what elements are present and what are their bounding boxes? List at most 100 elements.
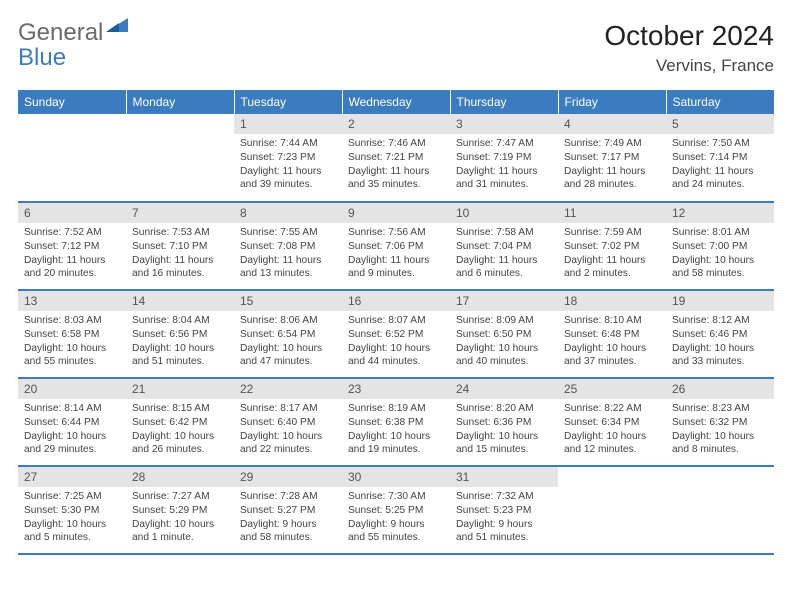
day-number: 25 [558, 379, 666, 399]
day-number: 30 [342, 467, 450, 487]
calendar-day-cell: 22Sunrise: 8:17 AMSunset: 6:40 PMDayligh… [234, 378, 342, 466]
day-info: Sunrise: 8:22 AMSunset: 6:34 PMDaylight:… [558, 399, 666, 461]
calendar-day-cell: 2Sunrise: 7:46 AMSunset: 7:21 PMDaylight… [342, 114, 450, 202]
day-number: 3 [450, 114, 558, 134]
weekday-header: Sunday [18, 90, 126, 114]
day-info: Sunrise: 7:55 AMSunset: 7:08 PMDaylight:… [234, 223, 342, 285]
day-number: 8 [234, 203, 342, 223]
calendar-day-cell: 4Sunrise: 7:49 AMSunset: 7:17 PMDaylight… [558, 114, 666, 202]
day-number: 7 [126, 203, 234, 223]
calendar-day-cell: 21Sunrise: 8:15 AMSunset: 6:42 PMDayligh… [126, 378, 234, 466]
weekday-header-row: SundayMondayTuesdayWednesdayThursdayFrid… [18, 90, 774, 114]
day-info: Sunrise: 8:12 AMSunset: 6:46 PMDaylight:… [666, 311, 774, 373]
calendar-day-cell: 8Sunrise: 7:55 AMSunset: 7:08 PMDaylight… [234, 202, 342, 290]
calendar-day-cell: 13Sunrise: 8:03 AMSunset: 6:58 PMDayligh… [18, 290, 126, 378]
day-number: 19 [666, 291, 774, 311]
calendar-empty-cell [18, 114, 126, 202]
day-info: Sunrise: 8:15 AMSunset: 6:42 PMDaylight:… [126, 399, 234, 461]
day-info: Sunrise: 7:49 AMSunset: 7:17 PMDaylight:… [558, 134, 666, 196]
logo-text-blue: Blue [18, 44, 66, 71]
calendar-week-row: 13Sunrise: 8:03 AMSunset: 6:58 PMDayligh… [18, 290, 774, 378]
calendar-day-cell: 3Sunrise: 7:47 AMSunset: 7:19 PMDaylight… [450, 114, 558, 202]
day-info: Sunrise: 7:32 AMSunset: 5:23 PMDaylight:… [450, 487, 558, 549]
day-info: Sunrise: 7:46 AMSunset: 7:21 PMDaylight:… [342, 134, 450, 196]
day-info: Sunrise: 7:25 AMSunset: 5:30 PMDaylight:… [18, 487, 126, 549]
calendar-day-cell: 28Sunrise: 7:27 AMSunset: 5:29 PMDayligh… [126, 466, 234, 554]
day-number: 5 [666, 114, 774, 134]
day-number: 21 [126, 379, 234, 399]
day-number: 15 [234, 291, 342, 311]
calendar-day-cell: 1Sunrise: 7:44 AMSunset: 7:23 PMDaylight… [234, 114, 342, 202]
calendar-week-row: 20Sunrise: 8:14 AMSunset: 6:44 PMDayligh… [18, 378, 774, 466]
calendar-day-cell: 9Sunrise: 7:56 AMSunset: 7:06 PMDaylight… [342, 202, 450, 290]
day-info: Sunrise: 7:58 AMSunset: 7:04 PMDaylight:… [450, 223, 558, 285]
calendar-day-cell: 20Sunrise: 8:14 AMSunset: 6:44 PMDayligh… [18, 378, 126, 466]
day-info: Sunrise: 8:04 AMSunset: 6:56 PMDaylight:… [126, 311, 234, 373]
logo: GeneralBlue [18, 20, 128, 70]
calendar-week-row: 6Sunrise: 7:52 AMSunset: 7:12 PMDaylight… [18, 202, 774, 290]
logo-text-general: General [18, 19, 103, 46]
calendar-day-cell: 30Sunrise: 7:30 AMSunset: 5:25 PMDayligh… [342, 466, 450, 554]
calendar-day-cell: 27Sunrise: 7:25 AMSunset: 5:30 PMDayligh… [18, 466, 126, 554]
weekday-header: Saturday [666, 90, 774, 114]
calendar-day-cell: 10Sunrise: 7:58 AMSunset: 7:04 PMDayligh… [450, 202, 558, 290]
day-info: Sunrise: 7:53 AMSunset: 7:10 PMDaylight:… [126, 223, 234, 285]
calendar-day-cell: 26Sunrise: 8:23 AMSunset: 6:32 PMDayligh… [666, 378, 774, 466]
weekday-header: Monday [126, 90, 234, 114]
day-info: Sunrise: 7:59 AMSunset: 7:02 PMDaylight:… [558, 223, 666, 285]
logo-mark-icon [106, 12, 128, 37]
calendar-empty-cell [126, 114, 234, 202]
calendar-week-row: 1Sunrise: 7:44 AMSunset: 7:23 PMDaylight… [18, 114, 774, 202]
calendar-day-cell: 15Sunrise: 8:06 AMSunset: 6:54 PMDayligh… [234, 290, 342, 378]
day-number: 11 [558, 203, 666, 223]
day-number: 2 [342, 114, 450, 134]
day-number: 27 [18, 467, 126, 487]
calendar-day-cell: 19Sunrise: 8:12 AMSunset: 6:46 PMDayligh… [666, 290, 774, 378]
day-info: Sunrise: 8:10 AMSunset: 6:48 PMDaylight:… [558, 311, 666, 373]
day-number: 9 [342, 203, 450, 223]
calendar-day-cell: 14Sunrise: 8:04 AMSunset: 6:56 PMDayligh… [126, 290, 234, 378]
day-info: Sunrise: 8:14 AMSunset: 6:44 PMDaylight:… [18, 399, 126, 461]
day-number: 29 [234, 467, 342, 487]
day-info: Sunrise: 7:47 AMSunset: 7:19 PMDaylight:… [450, 134, 558, 196]
calendar-day-cell: 24Sunrise: 8:20 AMSunset: 6:36 PMDayligh… [450, 378, 558, 466]
calendar-day-cell: 31Sunrise: 7:32 AMSunset: 5:23 PMDayligh… [450, 466, 558, 554]
day-number: 13 [18, 291, 126, 311]
calendar-day-cell: 25Sunrise: 8:22 AMSunset: 6:34 PMDayligh… [558, 378, 666, 466]
day-number: 10 [450, 203, 558, 223]
day-number: 26 [666, 379, 774, 399]
day-info: Sunrise: 8:03 AMSunset: 6:58 PMDaylight:… [18, 311, 126, 373]
day-number: 17 [450, 291, 558, 311]
calendar-day-cell: 7Sunrise: 7:53 AMSunset: 7:10 PMDaylight… [126, 202, 234, 290]
weekday-header: Wednesday [342, 90, 450, 114]
calendar-day-cell: 18Sunrise: 8:10 AMSunset: 6:48 PMDayligh… [558, 290, 666, 378]
day-number: 28 [126, 467, 234, 487]
day-number: 20 [18, 379, 126, 399]
day-number: 24 [450, 379, 558, 399]
calendar-day-cell: 17Sunrise: 8:09 AMSunset: 6:50 PMDayligh… [450, 290, 558, 378]
day-info: Sunrise: 7:28 AMSunset: 5:27 PMDaylight:… [234, 487, 342, 549]
day-number: 22 [234, 379, 342, 399]
day-number: 16 [342, 291, 450, 311]
day-number: 18 [558, 291, 666, 311]
weekday-header: Friday [558, 90, 666, 114]
calendar-day-cell: 5Sunrise: 7:50 AMSunset: 7:14 PMDaylight… [666, 114, 774, 202]
title-block: October 2024 Vervins, France [604, 20, 774, 76]
day-number: 14 [126, 291, 234, 311]
day-info: Sunrise: 7:50 AMSunset: 7:14 PMDaylight:… [666, 134, 774, 196]
calendar-week-row: 27Sunrise: 7:25 AMSunset: 5:30 PMDayligh… [18, 466, 774, 554]
day-info: Sunrise: 8:01 AMSunset: 7:00 PMDaylight:… [666, 223, 774, 285]
day-info: Sunrise: 7:56 AMSunset: 7:06 PMDaylight:… [342, 223, 450, 285]
header: GeneralBlue October 2024 Vervins, France [18, 20, 774, 76]
day-info: Sunrise: 8:20 AMSunset: 6:36 PMDaylight:… [450, 399, 558, 461]
calendar-day-cell: 23Sunrise: 8:19 AMSunset: 6:38 PMDayligh… [342, 378, 450, 466]
day-info: Sunrise: 7:27 AMSunset: 5:29 PMDaylight:… [126, 487, 234, 549]
calendar-empty-cell [666, 466, 774, 554]
day-number: 6 [18, 203, 126, 223]
calendar-day-cell: 29Sunrise: 7:28 AMSunset: 5:27 PMDayligh… [234, 466, 342, 554]
day-info: Sunrise: 8:23 AMSunset: 6:32 PMDaylight:… [666, 399, 774, 461]
day-number: 1 [234, 114, 342, 134]
day-info: Sunrise: 8:17 AMSunset: 6:40 PMDaylight:… [234, 399, 342, 461]
calendar-body: 1Sunrise: 7:44 AMSunset: 7:23 PMDaylight… [18, 114, 774, 554]
day-info: Sunrise: 8:19 AMSunset: 6:38 PMDaylight:… [342, 399, 450, 461]
